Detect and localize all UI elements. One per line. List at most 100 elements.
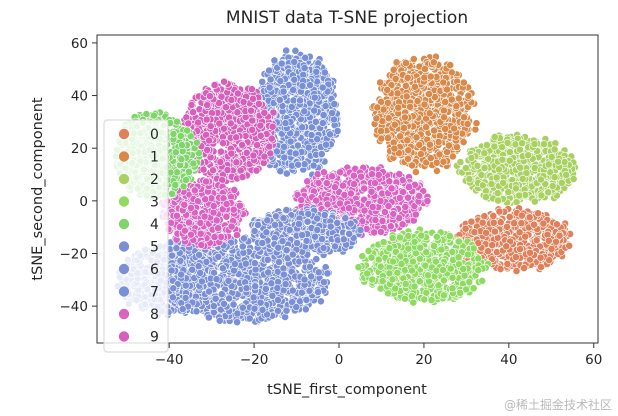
point-8 [339, 181, 347, 190]
point-5 [341, 214, 350, 223]
point-8 [297, 196, 306, 204]
point-6 [224, 276, 233, 285]
point-6 [292, 303, 301, 311]
point-7 [296, 96, 304, 105]
point-8 [197, 241, 206, 249]
point-7 [290, 75, 299, 84]
point-7 [317, 150, 326, 158]
point-8 [212, 216, 221, 225]
point-6 [215, 316, 224, 325]
point-8 [172, 211, 181, 220]
point-9 [232, 158, 241, 167]
point-9 [260, 108, 269, 117]
point-9 [248, 125, 257, 134]
point-9 [239, 98, 248, 106]
point-5 [285, 225, 294, 234]
point-9 [209, 166, 217, 175]
point-8 [411, 210, 420, 219]
point-6 [297, 288, 306, 297]
point-7 [300, 107, 309, 116]
point-8 [200, 212, 209, 221]
point-8 [370, 179, 379, 187]
point-8 [214, 224, 222, 233]
point-7 [322, 140, 330, 149]
point-9 [205, 136, 213, 145]
point-8 [323, 200, 332, 209]
point-6 [281, 313, 289, 321]
point-6 [240, 234, 248, 243]
point-6 [250, 259, 259, 268]
point-4 [177, 155, 186, 164]
point-9 [206, 122, 215, 131]
point-6 [301, 305, 310, 314]
point-6 [314, 288, 322, 296]
point-8 [340, 190, 349, 199]
point-7 [321, 102, 330, 110]
point-7 [265, 66, 273, 75]
point-4 [183, 126, 192, 135]
point-9 [223, 166, 232, 174]
point-5 [356, 226, 365, 234]
point-8 [185, 218, 193, 227]
point-5 [168, 251, 176, 260]
point-7 [326, 130, 334, 139]
point-6 [263, 255, 272, 264]
point-7 [291, 46, 300, 55]
point-8 [217, 232, 225, 241]
point-9 [232, 133, 241, 142]
point-6 [274, 306, 282, 315]
point-5 [262, 228, 271, 237]
point-9 [247, 106, 255, 115]
point-8 [377, 227, 385, 236]
point-7 [281, 119, 290, 128]
point-9 [233, 89, 242, 98]
point-8 [209, 202, 218, 210]
point-8 [405, 183, 413, 191]
point-9 [210, 81, 219, 89]
point-4 [189, 159, 198, 168]
point-9 [238, 173, 247, 181]
point-6 [319, 278, 328, 287]
point-9 [194, 118, 202, 127]
point-8 [210, 233, 219, 241]
point-7 [272, 147, 281, 156]
point-6 [302, 295, 311, 304]
point-7 [307, 131, 316, 139]
point-5 [254, 220, 262, 229]
point-8 [303, 177, 312, 186]
point-9 [256, 131, 265, 140]
point-8 [202, 177, 210, 186]
point-5 [293, 239, 301, 247]
point-8 [314, 178, 323, 187]
point-7 [265, 83, 274, 92]
point-7 [310, 93, 319, 102]
point-8 [401, 202, 410, 211]
point-7 [277, 59, 286, 68]
point-5 [172, 244, 181, 253]
point-6 [211, 294, 220, 303]
point-8 [201, 195, 210, 204]
point-8 [360, 184, 369, 193]
point-8 [346, 189, 355, 198]
point-6 [312, 255, 321, 263]
point-6 [267, 279, 276, 288]
point-9 [203, 101, 212, 109]
point-9 [206, 92, 214, 101]
point-6 [305, 262, 314, 271]
point-9 [249, 151, 258, 160]
point-5 [282, 206, 291, 214]
point-7 [293, 141, 302, 150]
point-7 [318, 119, 327, 127]
point-5 [181, 281, 190, 290]
point-5 [311, 232, 319, 241]
point-6 [245, 314, 254, 323]
point-9 [249, 94, 257, 103]
point-9 [248, 116, 257, 125]
point-8 [345, 204, 353, 213]
point-9 [221, 103, 230, 112]
point-7 [300, 64, 309, 72]
point-9 [199, 165, 208, 174]
point-6 [233, 309, 242, 318]
point-8 [395, 194, 404, 202]
point-8 [230, 185, 239, 194]
